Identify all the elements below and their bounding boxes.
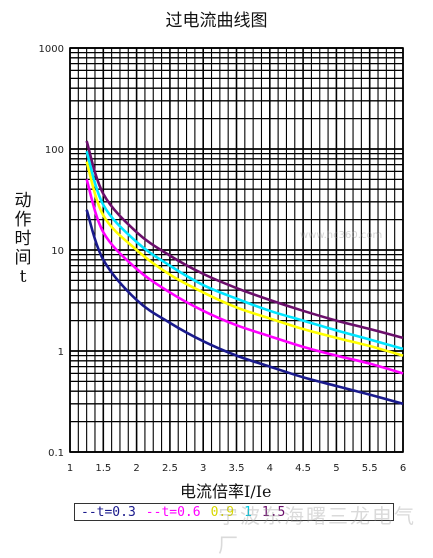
x-tick-label: 2: [133, 463, 139, 474]
x-tick-label: 3.5: [229, 463, 245, 474]
x-axis-label: 电流倍率I/Ie: [180, 482, 272, 501]
x-tick-label: 2.5: [162, 463, 178, 474]
legend: --t=0.3 --t=0.6 0.9 1 1.5: [74, 503, 394, 521]
y-tick-label: 100: [45, 145, 64, 156]
x-tick-label: 5: [333, 463, 339, 474]
x-tick-label: 6: [400, 463, 406, 474]
x-tick-label: 1: [67, 463, 73, 474]
legend-item: 1: [244, 504, 252, 520]
plot-frame: [69, 47, 404, 453]
x-tick-label: 3: [200, 463, 206, 474]
series-line-1.5: [85, 140, 404, 340]
series-line-t0.6: [85, 179, 404, 375]
series-lines: [85, 140, 404, 406]
legend-item: --t=0.3: [81, 504, 136, 520]
x-tick-label: 4.5: [295, 463, 311, 474]
y-tick-label: 10: [51, 246, 64, 257]
grid: [69, 47, 404, 453]
y-tick-label: 1: [58, 347, 64, 358]
legend-item: 1.5: [261, 504, 286, 520]
x-tick-label: 4: [267, 463, 273, 474]
series-line-0.9: [85, 161, 404, 357]
series-line-t0.3: [85, 209, 404, 406]
y-tick-label: 1000: [39, 44, 64, 55]
legend-item: 0.9: [210, 504, 235, 520]
x-tick-label: 1.5: [95, 463, 111, 474]
series-line-1: [85, 150, 404, 351]
x-tick-label: 5.5: [362, 463, 378, 474]
legend-item: --t=0.6: [145, 504, 201, 520]
y-tick-label: 0.1: [48, 448, 64, 459]
chart-title: 过电流曲线图: [165, 11, 268, 31]
